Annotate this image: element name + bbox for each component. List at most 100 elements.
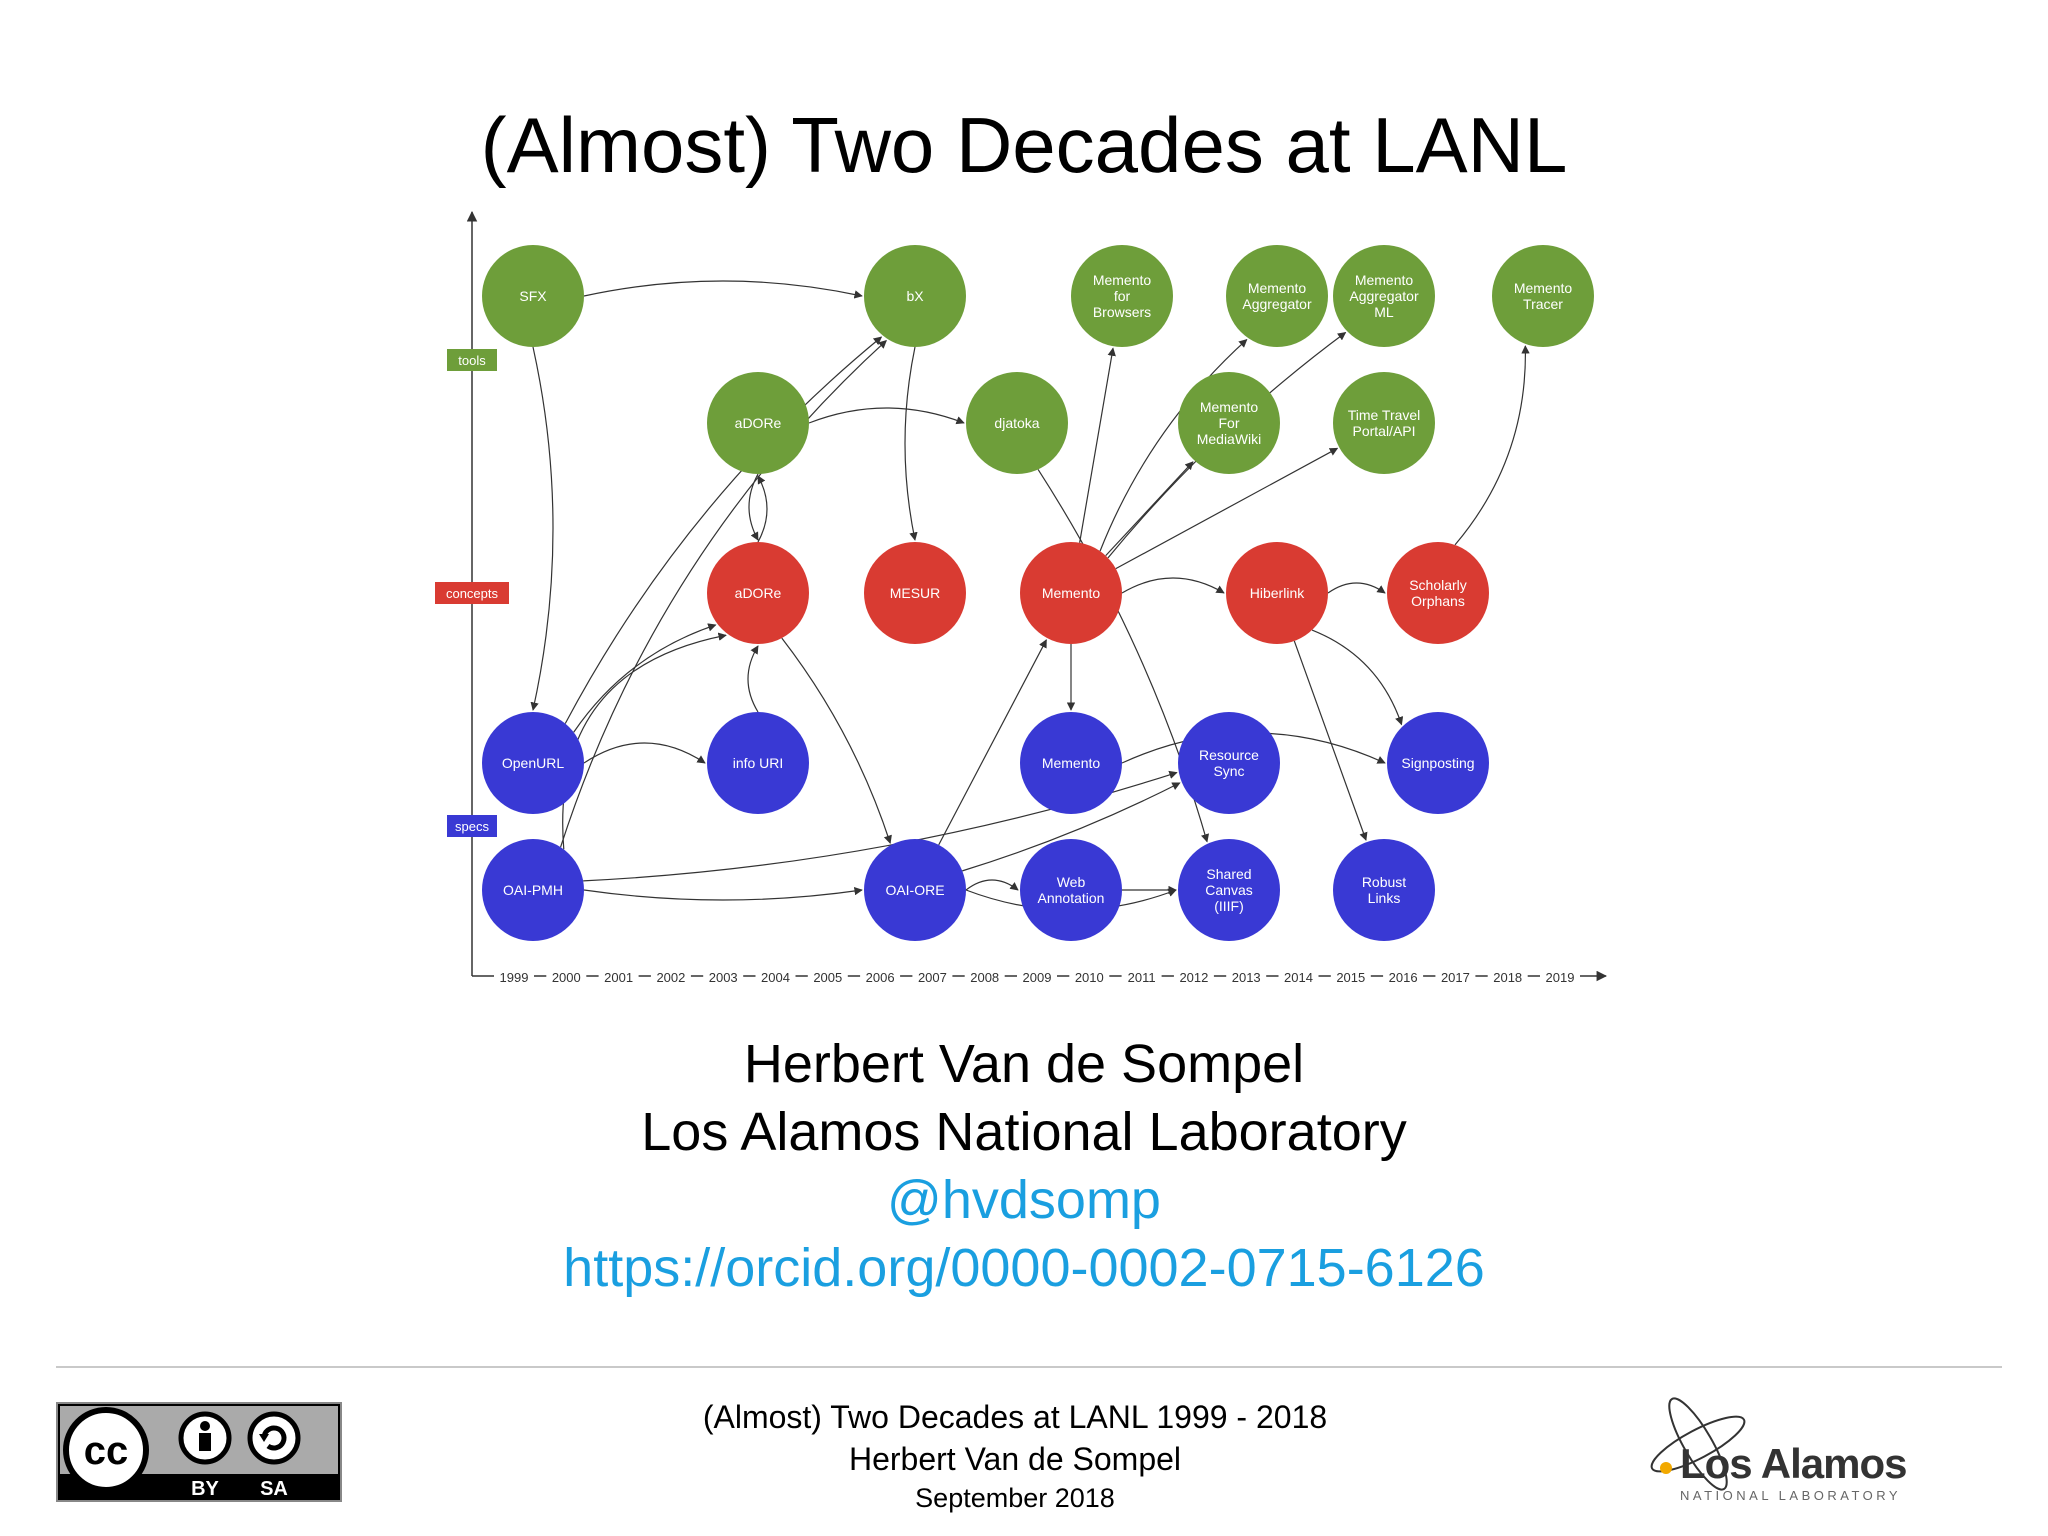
node-adore_tool: aDORe (707, 372, 809, 474)
footer-line-2: Herbert Van de Sompel (848, 1441, 1182, 1477)
node-robustlinks-circle (1333, 839, 1435, 941)
node-m_aggregator-label: Memento (1248, 280, 1307, 296)
node-bx-circle (864, 245, 966, 347)
node-m_aggregator_ml-circle (1333, 245, 1435, 347)
footer-line-3: September 2018 (915, 1483, 1115, 1513)
node-hiberlink: Hiberlink (1226, 542, 1328, 644)
attribution-icon (178, 1411, 232, 1465)
year-tick-label: 2004 (761, 970, 790, 985)
year-tick-bg (964, 966, 1005, 986)
lane-label-specs: specs (455, 819, 489, 834)
slide-title: (Almost) Two Decades at LANL (480, 101, 1568, 189)
node-hiberlink-circle (1226, 542, 1328, 644)
edge-oaipmh-to-oaiore (583, 886, 863, 901)
year-tick-bg (1226, 966, 1267, 986)
author-name: Herbert Van de Sompel (743, 1034, 1305, 1094)
year-tick-bg (860, 966, 901, 986)
node-openurl-label: OpenURL (502, 755, 564, 771)
year-tick-bg (494, 966, 534, 986)
node-timetravel-label: Portal/API (1352, 423, 1415, 439)
node-mesur: MESUR (864, 542, 966, 644)
year-tick-label: 2014 (1284, 970, 1313, 985)
year-tick-label: 2005 (813, 970, 842, 985)
node-m_browsers-label: Memento (1093, 272, 1152, 288)
year-tick-label: 2015 (1336, 970, 1365, 985)
lanl-logo-name: Los Alamos (1680, 1440, 1907, 1487)
year-tick-label: 2019 (1546, 970, 1575, 985)
year-tick-bg (1121, 966, 1162, 986)
credits: Herbert Van de Sompel Los Alamos Nationa… (0, 1030, 2048, 1302)
node-signposting-circle (1387, 712, 1489, 814)
node-hiberlink-label: Hiberlink (1250, 585, 1305, 601)
node-sfx: SFX (482, 245, 584, 347)
node-m_mediawiki-label: MediaWiki (1197, 431, 1262, 447)
year-tick-bg (1330, 966, 1371, 986)
year-tick-bg (703, 966, 744, 986)
timeline-diagram: 1999 2000 2001 2002 2003 2004 2005 2006 2007 2008… (435, 210, 1608, 986)
year-tick-bg (1069, 966, 1110, 986)
node-m_aggregator-circle (1226, 245, 1328, 347)
year-tick-bg (546, 966, 587, 986)
year-tick-bg (912, 966, 953, 986)
node-m_browsers-label: for (1114, 288, 1131, 304)
lane-label-concepts-bg (435, 582, 509, 604)
year-tick-label: 2002 (656, 970, 685, 985)
lanl-logo: Los Alamos NATIONAL LABORATORY (1650, 1397, 1908, 1503)
node-adore_tool-label: aDORe (735, 415, 782, 431)
node-djatoka: djatoka (966, 372, 1068, 474)
node-mesur-circle (864, 542, 966, 644)
edge-sfx-to-bx (583, 280, 863, 299)
license-by: BY (191, 1478, 219, 1500)
edge-oaiore-to-webannotation (965, 879, 1019, 891)
license-sa: SA (260, 1478, 288, 1500)
edge-adore_tool-to-adore_concept (748, 473, 759, 541)
node-m_aggregator_ml-label: Aggregator (1349, 288, 1419, 304)
node-infouri: info URI (707, 712, 809, 814)
node-mesur-label: MESUR (890, 585, 941, 601)
node-signposting: Signposting (1387, 712, 1489, 814)
edge-openurl-to-bx (564, 336, 883, 724)
year-tick-label: 2007 (918, 970, 947, 985)
node-webannotation-label: Web (1057, 874, 1086, 890)
cc-by-sa-badge: cc BY SA (56, 1402, 342, 1502)
edge-hiberlink-to-robustlinks (1293, 640, 1368, 841)
year-tick-label: 2006 (866, 970, 895, 985)
affiliation: Los Alamos National Laboratory (641, 1102, 1407, 1162)
node-resourcesync-label: Sync (1213, 763, 1244, 779)
node-scholarly_orphans-circle (1387, 542, 1489, 644)
edge-oaipmh-to-adore_concept (562, 632, 727, 850)
year-tick-label: 2000 (552, 970, 581, 985)
year-tick-bg (1173, 966, 1214, 986)
lanl-logo-subtitle: NATIONAL LABORATORY (1680, 1488, 1901, 1503)
node-adore_tool-circle (707, 372, 809, 474)
atom-orbit-icon (1650, 1397, 1746, 1491)
node-memento_spec: Memento (1020, 712, 1122, 814)
year-tick-label: 2016 (1389, 970, 1418, 985)
edge-hiberlink-to-signposting (1311, 629, 1404, 726)
year-tick-bg (755, 966, 796, 986)
node-adore_concept: aDORe (707, 542, 809, 644)
orcid-link[interactable]: https://orcid.org/0000-0002-0715-6126 (563, 1238, 1485, 1298)
edge-scholarly_orphans-to-m_tracer (1454, 345, 1530, 546)
year-tick-bg (1487, 966, 1528, 986)
lane-label-tools: tools (458, 353, 486, 368)
node-signposting-label: Signposting (1401, 755, 1474, 771)
twitter-handle-link[interactable]: @hvdsomp (887, 1170, 1161, 1230)
node-memento_concept-label: Memento (1042, 585, 1101, 601)
year-tick-label: 2008 (970, 970, 999, 985)
edge-oaiore-to-resourcesync (962, 782, 1181, 872)
node-m_mediawiki-circle (1178, 372, 1280, 474)
year-tick-bg (1435, 966, 1476, 986)
node-m_browsers-circle (1071, 245, 1173, 347)
edge-openurl-to-adore_concept (573, 623, 717, 733)
node-memento_concept-circle (1020, 542, 1122, 644)
node-sharedcanvas-label: (IIIF) (1214, 898, 1244, 914)
lane-label-concepts: concepts (446, 586, 499, 601)
node-oaipmh-label: OAI-PMH (503, 882, 563, 898)
lane-label-tools-bg (447, 349, 497, 371)
